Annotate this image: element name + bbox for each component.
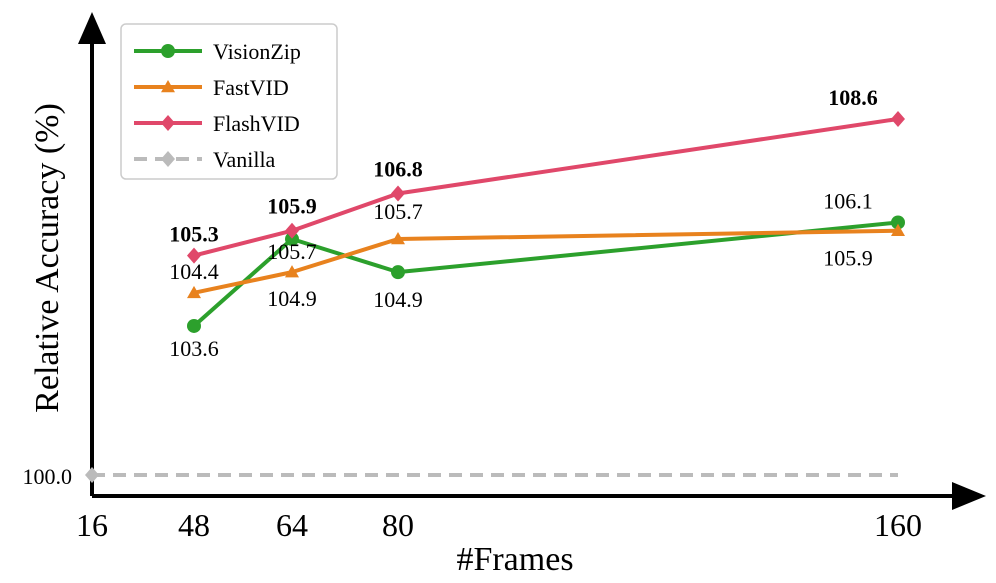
visionzip-data-label: 104.9: [373, 287, 423, 312]
x-axis-arrowhead: [952, 482, 986, 510]
series-markers: [187, 110, 905, 333]
visionzip-data-label: 103.6: [169, 336, 219, 361]
flashvid-marker: [891, 110, 905, 127]
tick-labels: 16 48 64 80 160 100.0: [23, 464, 923, 543]
visionzip-marker: [391, 265, 405, 280]
legend-vanilla-marker: [161, 151, 175, 167]
x-tick-label: 160: [874, 507, 922, 543]
x-axis-label: #Frames: [456, 541, 573, 578]
fastvid-marker: [891, 223, 905, 236]
x-tick-label: 48: [178, 507, 210, 543]
x-tick-label: 80: [382, 507, 414, 543]
legend-box: [120, 23, 338, 180]
legend-visionzip-label: VisionZip: [213, 39, 301, 64]
visionzip-marker: [187, 318, 201, 333]
vanilla-marker: [85, 467, 99, 483]
legend-fastvid-label: FastVID: [213, 75, 289, 100]
visionzip-data-label: 106.1: [823, 188, 873, 213]
vanilla-baseline: [85, 467, 898, 483]
flashvid-data-label: 106.8: [373, 156, 423, 181]
x-tick-label: 64: [276, 507, 308, 543]
legend: VisionZip FastVID FlashVID Vanilla: [120, 23, 338, 180]
flashvid-data-label: 105.9: [267, 194, 317, 219]
x-tick-label: 16: [76, 507, 108, 543]
flashvid-line: [193, 116, 899, 258]
fastvid-marker: [391, 232, 405, 245]
legend-flashvid-label: FlashVID: [213, 111, 300, 136]
y-axis-arrowhead: [78, 12, 106, 44]
fastvid-data-label: 104.9: [267, 286, 317, 311]
flashvid-marker: [187, 247, 201, 264]
axes: [78, 12, 986, 510]
legend-vanilla-label: Vanilla: [213, 147, 276, 172]
fastvid-marker: [187, 285, 201, 299]
y-axis-label: Relative Accuracy (%): [29, 103, 66, 413]
legend-fastvid-marker: [161, 80, 175, 93]
data-labels: 103.6 105.7 104.9 106.1 104.4 104.9 105.7 105.9…: [169, 85, 878, 361]
flashvid-data-label: 105.3: [169, 222, 219, 247]
visionzip-marker: [891, 215, 905, 230]
legend-flashvid-marker: [161, 115, 175, 131]
fastvid-line: [193, 228, 899, 295]
fastvid-data-label: 105.7: [373, 199, 423, 224]
fastvid-marker: [285, 265, 299, 278]
flashvid-marker: [391, 185, 405, 202]
visionzip-marker: [285, 232, 299, 247]
fastvid-data-label: 104.4: [169, 259, 219, 284]
flashvid-marker: [285, 222, 299, 239]
series-lines: [192, 116, 899, 328]
legend-visionzip-marker: [161, 44, 175, 58]
visionzip-data-label: 105.7: [267, 239, 317, 264]
fastvid-data-label: 105.9: [823, 246, 873, 271]
flashvid-data-label: 108.6: [828, 85, 878, 110]
y-tick-label: 100.0: [23, 464, 73, 489]
